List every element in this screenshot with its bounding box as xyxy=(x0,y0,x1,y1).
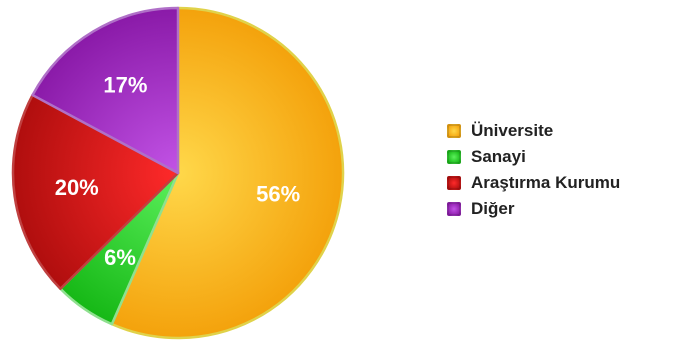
pie-label-arastirma-kurumu: 20% xyxy=(55,175,99,200)
legend-swatch-sanayi xyxy=(447,150,461,164)
pie-slice-universite xyxy=(110,6,345,340)
legend-item-arastirma-kurumu: Araştırma Kurumu xyxy=(447,171,620,195)
pie-label-diger: 17% xyxy=(103,73,147,98)
legend-label-universite: Üniversite xyxy=(471,121,554,140)
legend-item-sanayi: Sanayi xyxy=(447,145,620,169)
pie-slice-diger xyxy=(31,6,180,175)
legend-item-diger: Diğer xyxy=(447,197,620,221)
legend-label-sanayi: Sanayi xyxy=(471,147,526,166)
legend-swatch-universite xyxy=(447,124,461,138)
legend-swatch-diger xyxy=(447,202,461,216)
pie-slices xyxy=(11,6,345,340)
legend-label-arastirma-kurumu: Araştırma Kurumu xyxy=(471,173,621,192)
legend-item-universite: Üniversite xyxy=(447,119,620,143)
legend-swatch-arastirma-kurumu xyxy=(447,176,461,190)
pie-label-universite: 56% xyxy=(256,181,300,206)
pie-slice-arastirma-kurumu xyxy=(11,93,180,290)
pie-slice-labels: 56% 6% 20% 17% xyxy=(55,73,300,270)
legend-label-diger: Diğer xyxy=(471,199,515,218)
chart-legend: Üniversite Sanayi Araştırma Kurumu Diğer xyxy=(447,119,620,223)
pie-label-sanayi: 6% xyxy=(104,245,136,270)
